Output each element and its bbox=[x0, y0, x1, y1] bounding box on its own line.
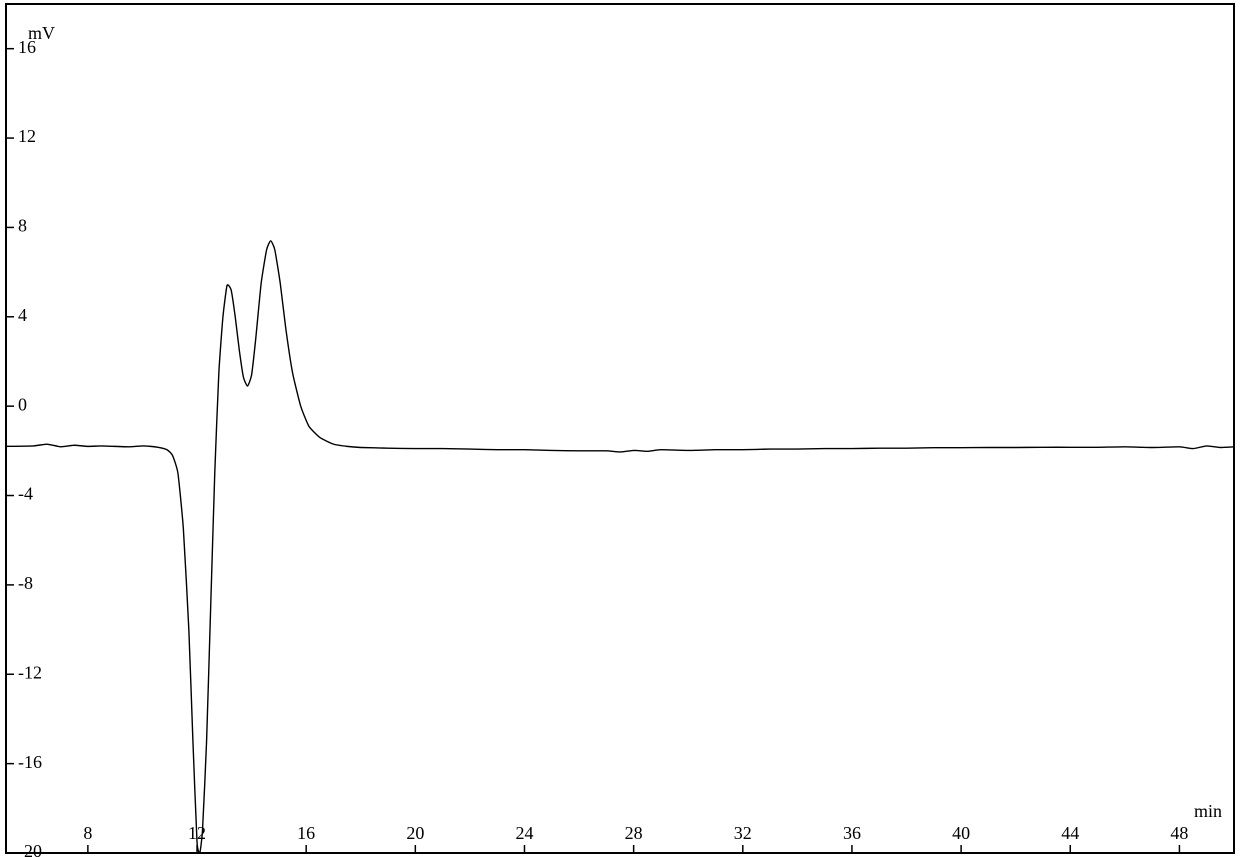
plot-border bbox=[6, 4, 1234, 853]
trace-line bbox=[6, 241, 1234, 853]
y-tick-label: -16 bbox=[18, 752, 42, 772]
y-tick-label: -8 bbox=[18, 573, 33, 593]
y-tick-label: -12 bbox=[18, 662, 42, 682]
x-tick-label: 40 bbox=[952, 823, 970, 843]
y-tick-label: 8 bbox=[18, 216, 27, 236]
chart-svg: -20-16-12-8-4048121681216202428323640444… bbox=[0, 0, 1240, 857]
x-tick-label: 20 bbox=[406, 823, 424, 843]
x-tick-label: 24 bbox=[515, 823, 533, 843]
y-axis-label: mV bbox=[28, 23, 55, 43]
x-tick-label: 16 bbox=[297, 823, 315, 843]
x-tick-label: 32 bbox=[734, 823, 752, 843]
x-tick-label: 36 bbox=[843, 823, 861, 843]
y-tick-label: 4 bbox=[18, 305, 27, 325]
y-tick-label: -20 bbox=[18, 841, 42, 857]
x-tick-label: 48 bbox=[1170, 823, 1188, 843]
chromatogram-chart: -20-16-12-8-4048121681216202428323640444… bbox=[0, 0, 1240, 857]
x-axis-label: min bbox=[1194, 801, 1222, 821]
x-tick-label: 28 bbox=[625, 823, 643, 843]
y-tick-label: 12 bbox=[18, 126, 36, 146]
y-tick-label: 0 bbox=[18, 394, 27, 414]
x-tick-label: 44 bbox=[1061, 823, 1079, 843]
y-tick-label: -4 bbox=[18, 484, 33, 504]
x-tick-label: 8 bbox=[83, 823, 92, 843]
